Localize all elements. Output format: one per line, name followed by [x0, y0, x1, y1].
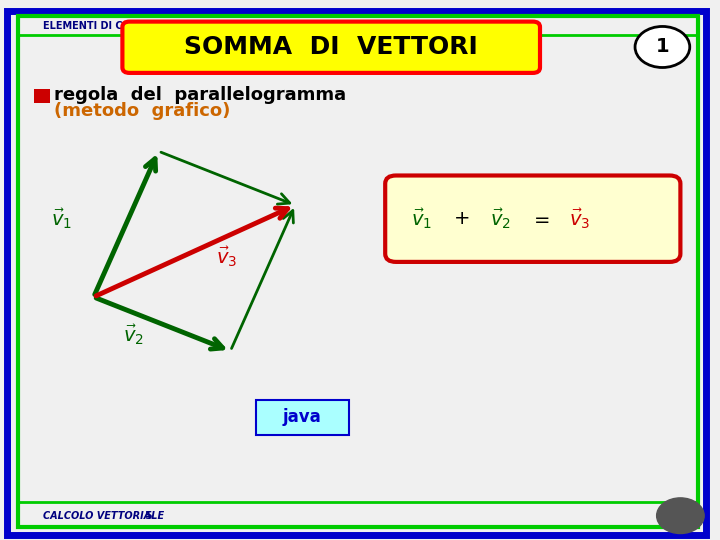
Text: regola  del  parallelogramma: regola del parallelogramma	[54, 85, 346, 104]
Text: $\vec{v}_1$: $\vec{v}_1$	[50, 206, 72, 231]
Text: $\vec{v}_2$: $\vec{v}_2$	[122, 322, 144, 347]
Text: CALCOLO VETTORIALE: CALCOLO VETTORIALE	[43, 511, 164, 521]
Text: $\vec{v}_3$: $\vec{v}_3$	[569, 206, 590, 231]
Text: $\vec{v}_3$: $\vec{v}_3$	[216, 244, 238, 269]
Text: (metodo  grafico): (metodo grafico)	[54, 102, 230, 120]
Text: 5: 5	[144, 511, 152, 521]
Text: $=$: $=$	[530, 209, 550, 228]
FancyBboxPatch shape	[385, 176, 680, 262]
FancyBboxPatch shape	[122, 22, 540, 73]
FancyBboxPatch shape	[34, 89, 50, 103]
Text: $+$: $+$	[453, 209, 469, 228]
Text: $\vec{v}_1$: $\vec{v}_1$	[410, 206, 432, 231]
FancyBboxPatch shape	[256, 400, 349, 435]
Text: java: java	[283, 408, 322, 426]
Text: ELEMENTI DI CALCOLO: ELEMENTI DI CALCOLO	[43, 21, 166, 31]
Text: 1: 1	[656, 37, 669, 57]
Text: SOMMA  DI  VETTORI: SOMMA DI VETTORI	[184, 35, 478, 59]
Circle shape	[657, 498, 704, 534]
Circle shape	[635, 26, 690, 68]
Text: $\vec{v}_2$: $\vec{v}_2$	[490, 206, 511, 231]
